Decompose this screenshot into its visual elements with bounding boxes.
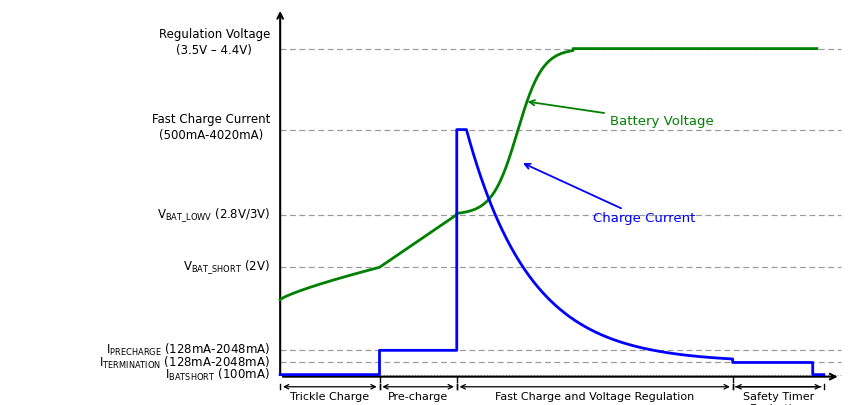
Text: V$_{\mathsf{BAT\_SHORT}}$ (2V): V$_{\mathsf{BAT\_SHORT}}$ (2V) xyxy=(183,258,270,276)
Text: I$_{\mathsf{BATSHORT}}$ (100mA): I$_{\mathsf{BATSHORT}}$ (100mA) xyxy=(166,367,270,383)
Text: Fast Charge and Voltage Regulation: Fast Charge and Voltage Regulation xyxy=(495,392,694,403)
Text: V$_{\mathsf{BAT\_LOWV}}$ (2.8V/3V): V$_{\mathsf{BAT\_LOWV}}$ (2.8V/3V) xyxy=(157,206,270,224)
Text: Trickle Charge: Trickle Charge xyxy=(290,392,369,403)
Text: Pre-charge: Pre-charge xyxy=(388,392,448,403)
Text: I$_{\mathsf{PRECHARGE}}$ (128mA-2048mA): I$_{\mathsf{PRECHARGE}}$ (128mA-2048mA) xyxy=(106,342,270,358)
Text: Charge Current: Charge Current xyxy=(525,164,695,225)
Text: I$_{\mathsf{TERMINATION}}$ (128mA-2048mA): I$_{\mathsf{TERMINATION}}$ (128mA-2048mA… xyxy=(99,354,270,371)
Text: Battery Voltage: Battery Voltage xyxy=(530,100,713,128)
Text: Regulation Voltage
(3.5V – 4.4V): Regulation Voltage (3.5V – 4.4V) xyxy=(159,28,270,57)
Text: Fast Charge Current
(500mA-4020mA): Fast Charge Current (500mA-4020mA) xyxy=(152,113,270,142)
Text: Safety Timer
Expiration: Safety Timer Expiration xyxy=(743,392,814,405)
